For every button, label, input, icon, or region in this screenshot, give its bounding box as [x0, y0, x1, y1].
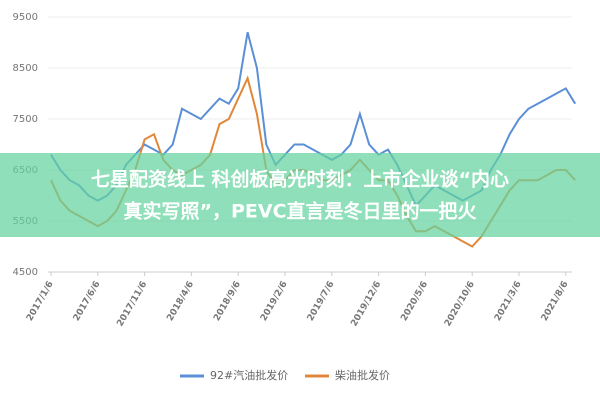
y-tick-label: 7500 [13, 114, 38, 125]
banner-text: 七星配资线上 科创板高光时刻：上市企业谈“内心 [91, 168, 509, 191]
overlay-banner: 七星配资线上 科创板高光时刻：上市企业谈“内心 真实写照”，PEVC直言是冬日里… [0, 153, 600, 237]
y-tick-label: 8500 [13, 63, 38, 74]
x-tick-label: 2020/10/6 [443, 280, 477, 329]
x-tick-label: 2017/11/6 [115, 280, 149, 329]
legend-label: 柴油批发价 [335, 368, 390, 382]
banner-background [0, 153, 600, 237]
x-tick-label: 2017/1/6 [25, 280, 56, 323]
x-tick-label: 2021/8/6 [540, 280, 571, 323]
x-tick-label: 2018/9/6 [212, 280, 243, 323]
legend-label: 92#汽油批发价 [210, 368, 288, 382]
banner-text: 真实写照”，PEVC直言是冬日里的一把火 [123, 200, 477, 223]
x-tick-label: 2021/3/6 [493, 280, 524, 323]
y-tick-label: 9500 [13, 12, 38, 23]
y-tick-label: 4500 [13, 267, 38, 278]
x-tick-label: 2019/12/6 [349, 280, 383, 329]
x-tick-label: 2018/4/6 [165, 280, 196, 323]
x-tick-label: 2017/6/6 [72, 280, 103, 323]
x-tick-label: 2019/2/6 [259, 280, 290, 323]
x-tick-label: 2019/7/6 [306, 280, 337, 323]
x-tick-label: 2020/5/6 [399, 280, 430, 323]
